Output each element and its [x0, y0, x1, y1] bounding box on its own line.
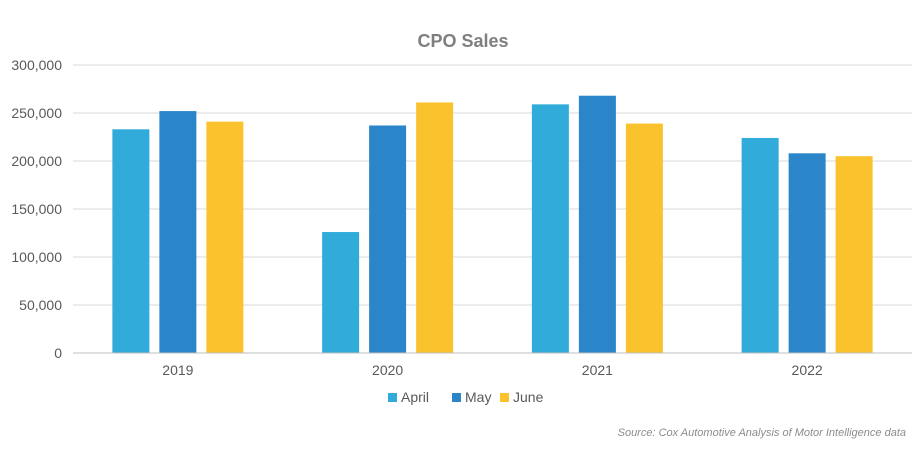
x-tick-label: 2020 [372, 362, 403, 378]
bar-may-2022 [788, 153, 826, 353]
y-tick-label: 100,000 [11, 249, 62, 265]
y-axis-ticks: 0 50,000 100,000 150,000 200,000 250,000 300,0… [11, 57, 62, 361]
legend-label-april: April [401, 389, 429, 405]
bar-april-2021 [531, 104, 569, 353]
legend-swatch-april [388, 393, 397, 402]
chart-title: CPO Sales [417, 31, 508, 51]
legend-swatch-june [500, 393, 509, 402]
legend-label-may: May [465, 389, 491, 405]
bar-june-2022 [835, 156, 873, 353]
source-note: Source: Cox Automotive Analysis of Motor… [618, 427, 906, 439]
bar-may-2019 [159, 111, 197, 353]
y-tick-label: 200,000 [11, 153, 62, 169]
legend-swatch-may [452, 393, 461, 402]
bar-may-2021 [578, 95, 616, 353]
bars [112, 95, 873, 353]
bar-june-2020 [416, 102, 454, 353]
bar-june-2019 [206, 121, 244, 353]
y-tick-label: 300,000 [11, 57, 62, 73]
gridlines [73, 64, 912, 306]
x-tick-label: 2021 [582, 362, 613, 378]
y-tick-label: 250,000 [11, 105, 62, 121]
y-tick-label: 0 [54, 345, 62, 361]
legend: April May June [388, 389, 544, 405]
bar-april-2020 [322, 232, 360, 353]
bar-april-2019 [112, 129, 150, 353]
y-tick-label: 50,000 [19, 297, 62, 313]
bar-may-2020 [369, 125, 407, 353]
x-axis-ticks: 2019 2020 2021 2022 [162, 362, 823, 378]
y-tick-label: 150,000 [11, 201, 62, 217]
x-tick-label: 2019 [162, 362, 193, 378]
bar-april-2022 [741, 137, 779, 353]
x-tick-label: 2022 [792, 362, 823, 378]
bar-june-2021 [625, 123, 663, 353]
legend-label-june: June [513, 389, 544, 405]
